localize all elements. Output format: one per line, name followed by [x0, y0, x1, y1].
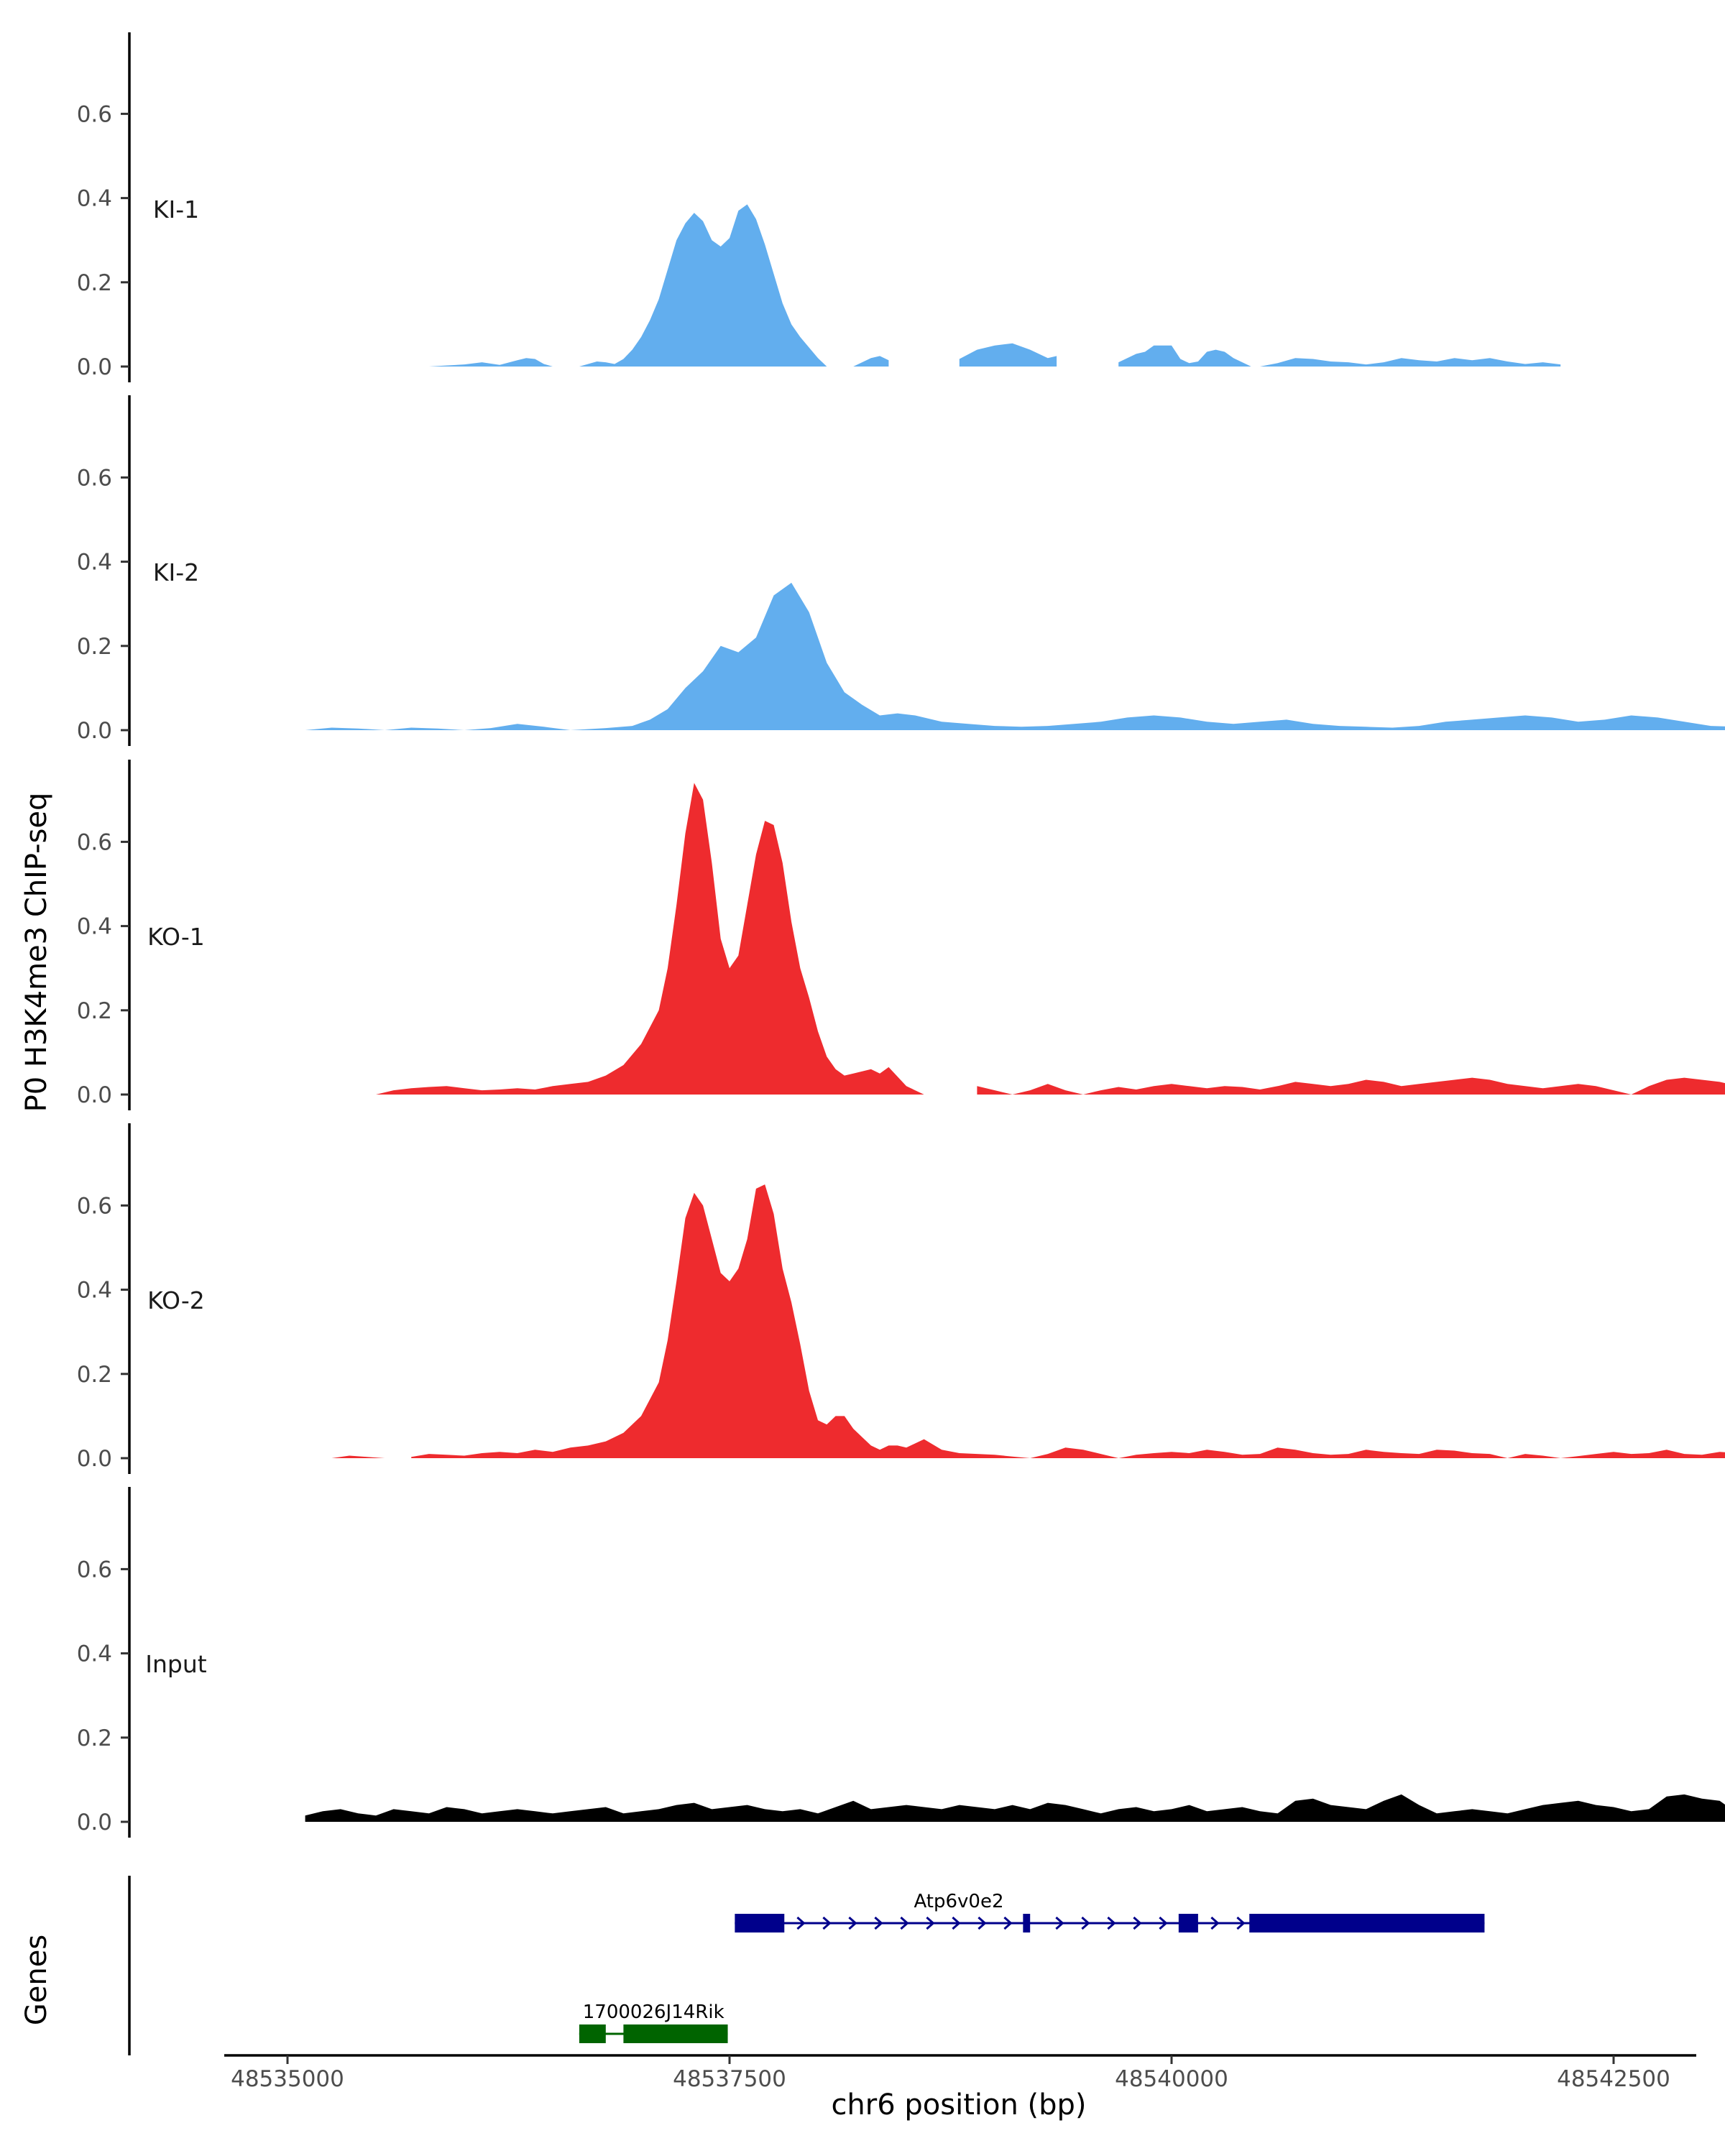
track-label-ki-2: KI-2: [153, 558, 199, 586]
y-tick-label: 0.2: [77, 998, 112, 1024]
track-ki-2: 0.0 0.2 0.4 0.6 KI-2: [77, 395, 1725, 746]
strand-arrow: [900, 1916, 909, 1930]
y-tick-label: 0.6: [77, 101, 112, 127]
signal-area-ki-2-0: [305, 582, 1725, 730]
x-tick-label: 48537500: [673, 2066, 786, 2092]
y-tick-label: 0.6: [77, 829, 112, 855]
gene-label-1700026j14rik: 1700026J14Rik: [583, 2001, 724, 2023]
track-label-ko-2: KO-2: [147, 1286, 205, 1314]
strand-arrow: [874, 1916, 883, 1930]
strand-arrow: [822, 1916, 832, 1930]
y-tick-label: 0.0: [77, 718, 112, 744]
strand-arrow: [1055, 1916, 1064, 1930]
y-tick-label: 0.2: [77, 1726, 112, 1751]
x-axis: 48535000 48537500 48540000 48542500: [224, 2054, 1696, 2092]
y-tick-label: 0.4: [77, 550, 112, 576]
signal-area-ko-2-0: [331, 1455, 385, 1458]
y-tick-label: 0.6: [77, 465, 112, 491]
strand-arrow: [1159, 1916, 1168, 1930]
x-tick-label: 48542500: [1557, 2066, 1670, 2092]
x-axis-label: chr6 position (bp): [831, 2088, 1086, 2122]
genes-panel: Atp6v0e2 1700026J14Rik: [128, 1876, 1485, 2055]
strand-arrow: [1133, 1916, 1142, 1930]
gene-exon: [735, 1914, 785, 1932]
signal-area-input-0: [305, 1794, 1725, 1822]
y-tick-label: 0.0: [77, 354, 112, 380]
x-tick-label: 48540000: [1115, 2066, 1228, 2092]
y-axis-label: P0 H3K4me3 ChIP-seq: [20, 793, 53, 1112]
signal-area-ki-1-2: [1118, 345, 1561, 367]
strand-arrow: [1210, 1916, 1220, 1930]
track-label-ko-1: KO-1: [147, 923, 205, 951]
gene-exon: [1178, 1914, 1198, 1932]
strand-arrow: [1236, 1916, 1246, 1930]
strand-arrow: [1081, 1916, 1090, 1930]
track-ko-1: 0.0 0.2 0.4 0.6 KO-1: [77, 760, 1725, 1110]
genes-axis-label: Genes: [20, 1935, 53, 2025]
strand-arrow: [1003, 1916, 1013, 1930]
y-tick-label: 0.2: [77, 270, 112, 296]
y-tick-label: 0.6: [77, 1193, 112, 1219]
y-tick-label: 0.4: [77, 1641, 112, 1667]
y-tick-label: 0.2: [77, 1362, 112, 1388]
gene-exon: [1023, 1914, 1031, 1932]
signal-area-ko-1-1: [977, 1077, 1725, 1095]
track-input: 0.0 0.2 0.4 0.6 Input: [77, 1487, 1725, 1838]
gene-exon: [579, 2024, 606, 2043]
gene-1700026j14rik: 1700026J14Rik: [579, 2001, 728, 2043]
y-tick-label: 0.0: [77, 1446, 112, 1472]
track-ki-1: 0.0 0.2 0.4 0.6 KI-1: [77, 32, 1561, 382]
strand-arrow: [952, 1916, 961, 1930]
strand-arrow: [926, 1916, 935, 1930]
signal-area-ko-1-0: [376, 783, 942, 1095]
tracks-layer: 0.00.20.40.6KI-10.00.20.40.6KI-20.00.20.…: [77, 32, 1725, 1838]
strand-arrow: [978, 1916, 987, 1930]
track-label-input: Input: [145, 1650, 207, 1678]
signal-area-ki-1-0: [428, 204, 889, 367]
y-tick-label: 0.0: [77, 1082, 112, 1108]
track-label-ki-1: KI-1: [153, 195, 199, 224]
gene-exon: [623, 2024, 728, 2043]
y-tick-label: 0.0: [77, 1810, 112, 1835]
gene-exon: [1249, 1914, 1485, 1932]
x-tick-label: 48535000: [231, 2066, 344, 2092]
gene-atp6v0e2: Atp6v0e2: [735, 1891, 1485, 1932]
y-tick-label: 0.4: [77, 1278, 112, 1304]
signal-area-ki-1-1: [959, 343, 1057, 367]
signal-area-ko-2-1: [411, 1184, 1725, 1458]
strand-arrow: [848, 1916, 857, 1930]
strand-arrow: [796, 1916, 806, 1930]
y-tick-label: 0.4: [77, 914, 112, 940]
y-tick-label: 0.4: [77, 186, 112, 212]
strand-arrow: [1107, 1916, 1116, 1930]
track-ko-2: 0.0 0.2 0.4 0.6 KO-2: [77, 1123, 1725, 1474]
y-tick-label: 0.2: [77, 634, 112, 660]
y-tick-label: 0.6: [77, 1557, 112, 1583]
gene-label-atp6v0e2: Atp6v0e2: [914, 1891, 1003, 1912]
